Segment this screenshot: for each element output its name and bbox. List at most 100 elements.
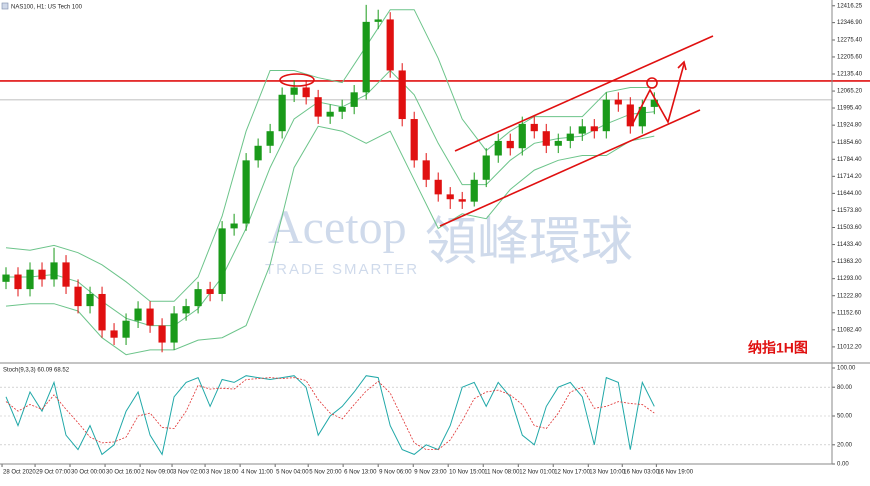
watermark: Acetop 領峰環球 TRADE SMARTER — [265, 201, 633, 278]
y-tick-label: 11222.80 — [837, 293, 862, 299]
candle-body — [38, 269, 46, 280]
candle-body — [626, 104, 634, 127]
stoch-tick-label: 0.00 — [837, 462, 849, 468]
candle-body — [554, 140, 562, 146]
y-tick-label: 11363.20 — [837, 259, 862, 265]
band-lower — [5, 125, 655, 356]
stoch-tick-label: 100.00 — [837, 366, 856, 372]
stoch-tick-label: 50.00 — [837, 414, 853, 420]
candle-body — [122, 320, 130, 338]
candle-body — [422, 160, 430, 180]
candle-body — [470, 179, 478, 202]
x-tick-label: 11 Nov 08:00 — [484, 470, 520, 476]
y-tick-label: 11012.20 — [837, 344, 862, 350]
y-tick-label: 11082.40 — [837, 327, 862, 333]
x-tick-label: 12 Nov 17:00 — [554, 470, 590, 476]
y-tick-label: 11433.40 — [837, 242, 862, 248]
watermark-slogan: TRADE SMARTER — [265, 261, 419, 278]
candle-body — [314, 97, 322, 117]
top-circle — [646, 77, 658, 89]
candle-body — [614, 99, 622, 105]
candle-body — [146, 308, 154, 326]
x-tick-label: 16 Nov 03:00 — [623, 470, 659, 476]
candle-body — [290, 87, 298, 95]
y-tick-label: 11714.20 — [837, 174, 862, 180]
x-tick-label: 12 Nov 01:00 — [519, 470, 555, 476]
y-tick-label: 11503.60 — [837, 225, 862, 231]
y-tick-label: 11854.60 — [837, 140, 862, 146]
candle-body — [338, 106, 346, 112]
stoch-tick-label: 80.00 — [837, 385, 853, 391]
y-tick-label: 12135.40 — [837, 72, 863, 78]
x-tick-label: 9 Nov 23:00 — [414, 470, 447, 476]
candle-body — [266, 131, 274, 146]
candle-body — [110, 330, 118, 338]
stoch-tick-label: 20.00 — [837, 442, 853, 448]
x-tick-label: 30 Oct 00:00 — [71, 470, 106, 476]
y-tick-label: 11152.60 — [837, 310, 862, 316]
candle-body — [638, 106, 646, 127]
candle-body — [302, 87, 310, 98]
y-tick-label: 12346.90 — [837, 20, 863, 26]
y-tick-label: 11924.80 — [837, 123, 862, 129]
candle-body — [494, 140, 502, 156]
candle-body — [278, 94, 286, 132]
candle-body — [410, 119, 418, 161]
candle-body — [218, 228, 226, 294]
x-tick-label: 3 Nov 02:00 — [173, 470, 206, 476]
candle-body — [86, 293, 94, 307]
x-tick-label: 13 Nov 10:00 — [589, 470, 625, 476]
candle-body — [530, 123, 538, 132]
top-ellipse — [279, 73, 315, 87]
candle-body — [2, 274, 10, 282]
x-tick-label: 5 Nov 04:00 — [276, 470, 309, 476]
x-tick-label: 10 Nov 15:00 — [449, 470, 485, 476]
candle-body — [362, 21, 370, 93]
y-tick-label: 12205.60 — [837, 55, 863, 61]
candle-body — [170, 313, 178, 343]
x-tick-label: 30 Oct 16:00 — [106, 470, 141, 476]
candle-body — [194, 289, 202, 307]
channel-upper — [454, 35, 714, 152]
band-upper — [5, 9, 655, 302]
candle-body — [650, 99, 658, 107]
candle-body — [458, 199, 466, 202]
forecast-arrow — [631, 63, 685, 126]
candle-body — [602, 99, 610, 132]
candle-body — [158, 325, 166, 343]
candle-body — [374, 19, 382, 22]
x-tick-label: 3 Nov 18:00 — [206, 470, 239, 476]
candle-body — [542, 131, 550, 146]
stoch-label: Stoch(9,3,3) 60.09 68.52 — [3, 368, 70, 374]
watermark-chinese: 領峰環球 — [425, 213, 633, 273]
drawings — [279, 35, 714, 227]
candle-body — [50, 262, 58, 280]
channel-lower — [439, 109, 701, 227]
arrow-head — [677, 60, 687, 71]
y-tick-label: 12065.20 — [837, 89, 863, 95]
candle-body — [254, 145, 262, 161]
candle-body — [74, 286, 82, 307]
y-tick-label: 11995.40 — [837, 106, 862, 112]
plot-layer: 12416.25 12346.90 12275.40 12205.60 12135.40… — [0, 3, 870, 476]
candle-body — [446, 194, 454, 200]
x-tick-label: 16 Nov 19:00 — [657, 470, 693, 476]
stoch-signal — [5, 377, 655, 450]
y-tick-label: 11644.00 — [837, 191, 862, 197]
candle-body — [578, 126, 586, 134]
candle-body — [566, 133, 574, 141]
candle-body — [14, 274, 22, 290]
candle-body — [590, 126, 598, 132]
x-tick-label: 9 Nov 06:00 — [379, 470, 412, 476]
candle-body — [350, 92, 358, 107]
candle-body — [182, 306, 190, 314]
candle-body — [26, 269, 34, 290]
candle-body — [482, 155, 490, 180]
candle-body — [506, 140, 514, 149]
candle-body — [518, 123, 526, 149]
candle-body — [230, 223, 238, 229]
chart-title: NAS100, H1: US Tech 100 — [11, 5, 83, 11]
y-tick-label: 12416.25 — [837, 3, 863, 9]
candle-body — [206, 289, 214, 294]
